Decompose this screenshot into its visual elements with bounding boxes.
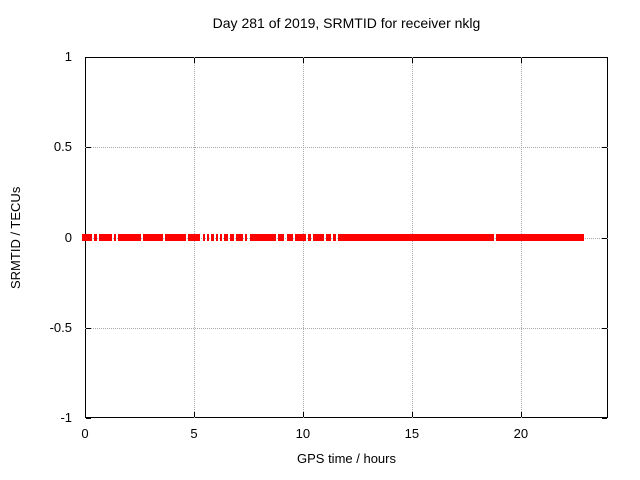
- x-tick-mark-top: [302, 58, 304, 63]
- x-tick-mark-top: [193, 58, 195, 63]
- data-point-segment: [142, 234, 163, 241]
- x-tick-mark: [411, 412, 413, 417]
- x-tick-mark: [193, 412, 195, 417]
- data-point-segment: [236, 234, 243, 241]
- y-tick-mark-right: [602, 327, 607, 329]
- x-tick-mark: [302, 412, 304, 417]
- y-tick-label: 0.5: [53, 139, 72, 155]
- y-tick-label: -1: [60, 410, 72, 425]
- y-tick-mark-right: [602, 237, 607, 239]
- data-point-segment: [207, 234, 210, 241]
- data-point-segment: [164, 234, 186, 241]
- data-point-segment: [295, 234, 307, 241]
- y-tick-mark-right: [602, 147, 607, 149]
- data-point-segment: [245, 234, 248, 241]
- data-point-segment: [325, 234, 332, 241]
- y-tick-mark-right: [602, 418, 607, 419]
- x-tick-label: 10: [295, 426, 311, 441]
- data-point-segment: [337, 234, 494, 241]
- data-point-segment: [82, 234, 92, 241]
- data-point-segment: [224, 234, 228, 241]
- x-tick-mark-top: [520, 58, 522, 63]
- data-point-segment: [202, 234, 205, 241]
- y-tick-label: 1: [64, 49, 72, 64]
- y-tick-label: -0.5: [49, 319, 72, 335]
- y-tick-mark: [86, 418, 91, 419]
- data-point-segment: [312, 234, 324, 241]
- x-tick-label: 20: [513, 426, 529, 441]
- data-point-segment: [249, 234, 276, 241]
- y-gridline: [85, 147, 608, 149]
- chart-title: Day 281 of 2019, SRMTID for receiver nkl…: [212, 15, 481, 31]
- data-point-segment: [113, 234, 117, 241]
- y-tick-mark: [86, 147, 91, 149]
- y-tick-mark-right: [602, 57, 607, 58]
- x-tick-label: 5: [190, 426, 198, 441]
- y-tick-mark: [86, 327, 91, 329]
- data-point-segment: [211, 234, 214, 241]
- x-tick-mark-top: [411, 58, 413, 63]
- data-point-segment: [229, 234, 235, 241]
- data-point-segment: [93, 234, 97, 241]
- x-tick-mark-top: [85, 58, 86, 63]
- data-point-segment: [277, 234, 285, 241]
- y-gridline: [85, 327, 608, 329]
- x-tick-label: 0: [81, 426, 89, 441]
- y-tick-mark: [86, 57, 91, 58]
- data-point-segment: [215, 234, 218, 241]
- data-point-segment: [118, 234, 141, 241]
- x-tick-label: 15: [404, 426, 420, 441]
- x-tick-mark: [85, 412, 86, 417]
- x-tick-mark: [520, 412, 522, 417]
- data-point-segment: [220, 234, 223, 241]
- x-axis-label: GPS time / hours: [297, 451, 396, 466]
- data-point-segment: [286, 234, 294, 241]
- data-point-segment: [187, 234, 201, 241]
- data-point-segment: [495, 234, 584, 241]
- data-point-segment: [308, 234, 311, 241]
- y-tick-label: 0: [64, 229, 72, 245]
- data-point-segment: [98, 234, 112, 241]
- data-point-segment: [333, 234, 336, 241]
